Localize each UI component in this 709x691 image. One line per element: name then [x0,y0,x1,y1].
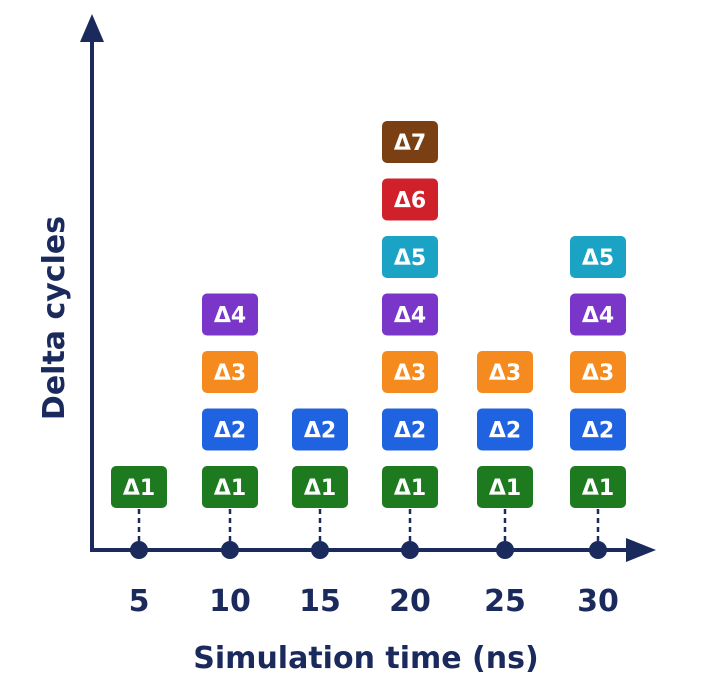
x-axis-title: Simulation time (ns) [193,641,538,676]
delta-box-label: Δ3 [394,361,426,386]
delta-box-label: Δ3 [582,361,614,386]
delta-box: Δ5 [570,236,626,278]
delta-box: Δ1 [570,466,626,508]
delta-box-label: Δ5 [582,246,614,271]
delta-box-rect [382,408,438,451]
x-tick-label: 10 [209,584,251,619]
delta-box: Δ2 [477,408,533,451]
delta-box-rect [570,351,626,393]
delta-box-label: Δ5 [394,246,426,271]
delta-box-rect [292,466,348,508]
delta-box-label: Δ6 [394,189,426,214]
delta-box-label: Δ2 [394,419,426,444]
delta-box-label: Δ2 [304,419,336,444]
delta-box: Δ3 [477,351,533,393]
y-axis-title: Delta cycles [37,216,72,420]
delta-box-label: Δ2 [489,419,521,444]
time-point-dot [589,541,607,559]
delta-box-rect [202,351,258,393]
delta-box: Δ7 [382,121,438,163]
delta-box-label: Δ2 [214,419,246,444]
delta-box: Δ4 [382,293,438,336]
delta-box: Δ3 [570,351,626,393]
time-point-dot [401,541,419,559]
delta-box: Δ1 [477,466,533,508]
delta-box-label: Δ4 [394,304,426,329]
delta-box-label: Δ4 [214,304,246,329]
delta-box-label: Δ1 [214,476,246,501]
delta-box-rect [477,408,533,451]
delta-box-label: Δ1 [304,476,336,501]
delta-box-rect [382,121,438,163]
time-point-dot [311,541,329,559]
delta-box: Δ2 [292,408,348,451]
x-tick-label: 20 [389,584,431,619]
time-point-dot [221,541,239,559]
delta-box-rect [382,236,438,278]
delta-box-rect [202,293,258,336]
x-tick-label: 30 [577,584,619,619]
x-tick-label: 15 [299,584,341,619]
y-axis-arrow [80,14,104,42]
delta-box: Δ4 [202,293,258,336]
delta-box-rect [111,466,167,508]
delta-box-rect [382,293,438,336]
delta-box-label: Δ1 [394,476,426,501]
x-axis-arrow [626,538,656,562]
x-tick-labels: 5 10 15 20 25 30 [129,584,619,619]
delta-box-label: Δ1 [123,476,155,501]
delta-box-rect [570,466,626,508]
delta-box-label: Δ7 [394,131,426,156]
delta-box-label: Δ4 [582,304,614,329]
delta-box: Δ6 [382,178,438,221]
x-tick-label: 5 [129,584,150,619]
delta-box-rect [202,408,258,451]
delta-box-rect [382,178,438,221]
delta-box: Δ1 [292,466,348,508]
delta-box: Δ4 [570,293,626,336]
delta-box-label: Δ3 [489,361,521,386]
delta-box-label: Δ3 [214,361,246,386]
delta-box-rect [570,293,626,336]
delta-box-rect [382,466,438,508]
delta-box: Δ1 [111,466,167,508]
delta-box-rect [202,466,258,508]
delta-box-label: Δ1 [489,476,521,501]
time-point-dot [130,541,148,559]
delta-box: Δ2 [570,408,626,451]
delta-box: Δ3 [382,351,438,393]
delta-box-label: Δ1 [582,476,614,501]
delta-box-rect [570,236,626,278]
axes [80,14,656,562]
delta-box: Δ5 [382,236,438,278]
delta-box: Δ2 [202,408,258,451]
time-point-dot [496,541,514,559]
delta-box-rect [477,351,533,393]
delta-box: Δ3 [202,351,258,393]
delta-box-label: Δ2 [582,419,614,444]
x-tick-label: 25 [484,584,526,619]
delta-box-rect [292,408,348,451]
delta-box: Δ1 [382,466,438,508]
delta-box-rect [382,351,438,393]
delta-stacks: Δ1 Δ1 Δ2 Δ3 Δ4 Δ1 Δ2 Δ1 Δ2 Δ3 Δ4 Δ5 Δ6 Δ7 Δ1 Δ2 Δ3 Δ1 Δ2 Δ3… [111,121,626,559]
delta-box: Δ2 [382,408,438,451]
delta-box-rect [570,408,626,451]
delta-box-rect [477,466,533,508]
delta-box: Δ1 [202,466,258,508]
